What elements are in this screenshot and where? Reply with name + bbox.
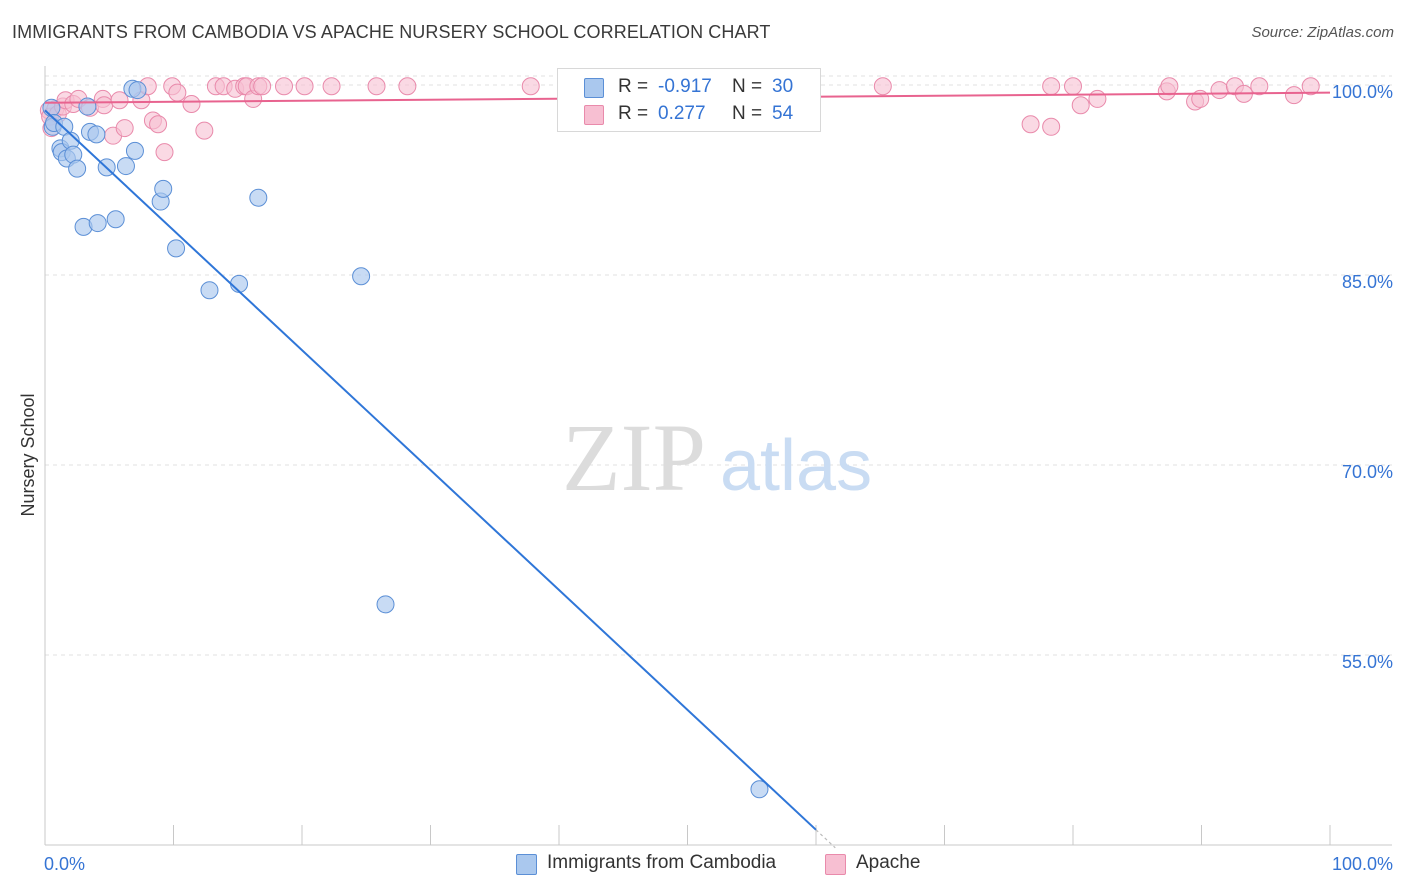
- apache-point: [1042, 77, 1061, 96]
- cambodia-point: [116, 157, 135, 176]
- watermark-zip: ZIP: [562, 404, 706, 511]
- cambodia-point: [154, 179, 173, 198]
- apache-point: [1285, 86, 1304, 105]
- cambodia-point: [352, 267, 371, 286]
- cambodia-point: [230, 274, 249, 293]
- cambodia-point: [88, 214, 107, 233]
- x-tick-label: 0.0%: [44, 854, 85, 874]
- correlation-legend: R = -0.917 N = 30 R = 0.277 N = 54: [557, 68, 821, 132]
- apache-point: [873, 77, 892, 96]
- cambodia-point: [167, 239, 186, 258]
- watermark-atlas: atlas: [720, 426, 872, 506]
- cambodia-point: [376, 595, 395, 614]
- apache-point: [398, 77, 417, 96]
- legend-r-value: -0.917: [658, 76, 712, 97]
- cambodia-point: [106, 210, 125, 229]
- cambodia-point: [87, 125, 106, 144]
- axes: [44, 66, 1392, 846]
- apache-point: [168, 83, 187, 102]
- chart-title: IMMIGRANTS FROM CAMBODIA VS APACHE NURSE…: [12, 22, 771, 42]
- grid-lines: [45, 75, 1392, 656]
- apache-point: [195, 121, 214, 140]
- apache-point: [1071, 96, 1090, 115]
- apache-point: [1191, 89, 1210, 108]
- cambodia-point: [200, 281, 219, 300]
- y-axis-label: Nursery School: [18, 393, 38, 516]
- legend-row-apache: R = 0.277 N = 54: [558, 101, 820, 127]
- watermark: ZIP atlas: [562, 404, 872, 511]
- apache-point: [155, 143, 174, 162]
- y-tick-label: 85.0%: [1342, 272, 1393, 292]
- apache-point: [1301, 77, 1320, 96]
- cambodia-point: [750, 780, 769, 799]
- legend-n-label: N =: [732, 76, 763, 97]
- series-label-cambodia: Immigrants from Cambodia: [547, 852, 777, 873]
- apache-point: [149, 115, 168, 134]
- series-label-apache: Apache: [856, 852, 921, 873]
- apache-point: [1042, 117, 1061, 136]
- apache-point: [295, 77, 314, 96]
- cambodia-point: [68, 159, 87, 178]
- series-swatch-cambodia: [516, 854, 537, 875]
- apache-point: [521, 77, 540, 96]
- apache-point: [95, 96, 114, 115]
- legend-swatch-cambodia: [584, 78, 604, 98]
- cambodia-point: [128, 81, 147, 100]
- source-label: Source: ZipAtlas.com: [1251, 24, 1394, 41]
- legend-r-label: R =: [618, 103, 649, 124]
- apache-point: [322, 77, 341, 96]
- apache-point: [1064, 77, 1082, 96]
- apache-point: [253, 77, 272, 96]
- cambodia-point: [78, 97, 97, 116]
- x-tick-label: 100.0%: [1332, 854, 1393, 874]
- apache-point: [110, 91, 129, 110]
- apache-point: [1250, 77, 1269, 96]
- legend-r-value: 0.277: [658, 103, 706, 124]
- legend-n-value: 54: [772, 103, 794, 124]
- apache-point: [275, 77, 294, 96]
- cambodia-point: [125, 141, 144, 160]
- legend-swatch-apache: [584, 105, 604, 125]
- y-tick-label: 70.0%: [1342, 462, 1393, 482]
- series-swatch-apache: [825, 854, 846, 875]
- y-tick-label: 100.0%: [1332, 82, 1393, 102]
- cambodia-point: [249, 188, 268, 207]
- apache-point: [115, 119, 134, 138]
- apache-point: [367, 77, 386, 96]
- apache-point: [1088, 89, 1107, 108]
- legend-n-label: N =: [732, 103, 763, 124]
- cambodia-trend-line: [44, 109, 817, 831]
- apache-point: [1160, 77, 1179, 96]
- apache-point: [1210, 81, 1229, 100]
- cambodia-trend-extension: [815, 829, 836, 849]
- y-tick-label: 55.0%: [1342, 652, 1393, 672]
- legend-r-label: R =: [618, 76, 649, 97]
- legend-row-cambodia: R = -0.917 N = 30: [558, 74, 820, 100]
- tick-labels: 100.0% 85.0% 70.0% 55.0% 0.0% 100.0%: [44, 82, 1393, 874]
- apache-point: [182, 95, 201, 113]
- legend-n-value: 30: [772, 76, 794, 97]
- apache-point: [1021, 115, 1040, 134]
